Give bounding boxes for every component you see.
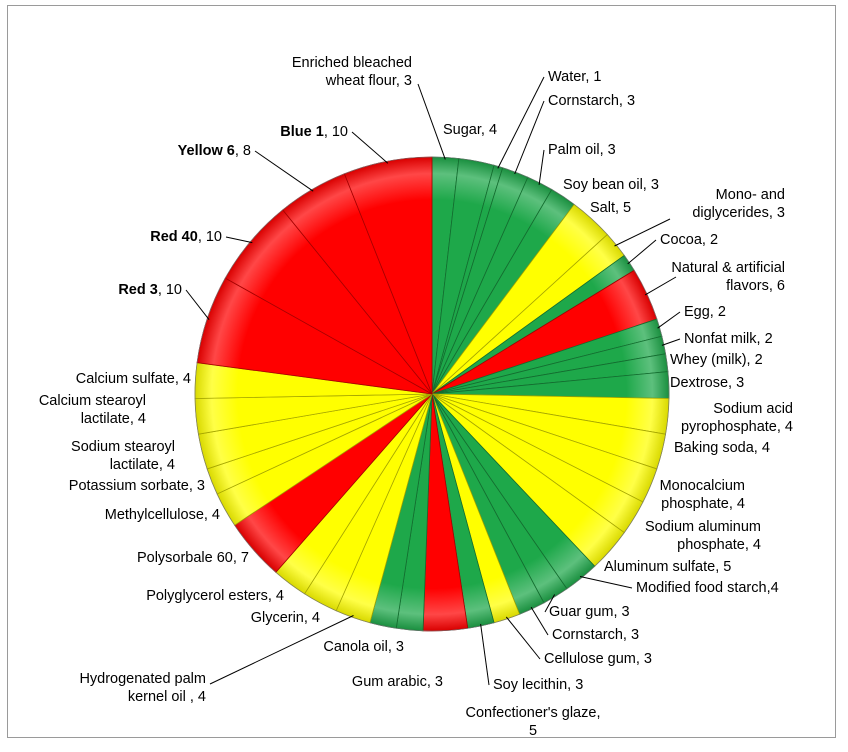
slice-label: Sugar, 4: [443, 122, 497, 138]
leader-line: [661, 338, 681, 346]
slice-label: Soy lecithin, 3: [493, 677, 583, 693]
slice-label: Cornstarch, 3: [552, 627, 639, 643]
slice-label: Cellulose gum, 3: [544, 651, 652, 667]
leader-line: [351, 131, 389, 164]
slice-label: Modified food starch,4: [636, 580, 779, 596]
slice-label: Dextrose, 3: [670, 375, 744, 391]
slice-label: Enriched bleached wheat flour, 3: [292, 55, 412, 89]
leader-line: [538, 149, 545, 185]
leader-line: [579, 576, 633, 589]
slice-label: Yellow 6, 8: [178, 143, 251, 159]
leader-line: [657, 311, 681, 329]
slice-label: Polyglycerol esters, 4: [146, 588, 284, 604]
slice-label: Natural & artificial flavors, 6: [671, 260, 785, 294]
leader-line: [209, 615, 354, 685]
slice-label: Baking soda, 4: [674, 440, 770, 456]
slice-label: Glycerin, 4: [251, 610, 320, 626]
leader-line: [497, 76, 545, 169]
slice-label: Soy bean oil, 3: [563, 177, 659, 193]
leader-line: [185, 289, 210, 321]
slice-label: Calcium sulfate, 4: [76, 371, 191, 387]
slice-label: Monocalcium phosphate, 4: [660, 478, 745, 512]
slice-label: Salt, 5: [590, 200, 631, 216]
slice-label: Confectioner's glaze, 5: [466, 705, 601, 739]
slice-label: Egg, 2: [684, 304, 726, 320]
slice-label: Nonfat milk, 2: [684, 331, 773, 347]
slice-label: Sodium aluminum phosphate, 4: [645, 519, 761, 553]
slice-label: Guar gum, 3: [549, 604, 630, 620]
pie-rim: [194, 156, 670, 632]
slice-label: Blue 1, 10: [280, 124, 348, 140]
leader-line: [614, 218, 671, 247]
leader-line: [544, 594, 556, 613]
slice-label: Canola oil, 3: [323, 639, 404, 655]
leader-lines: [185, 76, 681, 686]
leader-line: [417, 83, 446, 160]
slice-label: Gum arabic, 3: [352, 674, 443, 690]
leader-line: [644, 276, 677, 296]
slice-label: Mono- and diglycerides, 3: [692, 187, 785, 221]
slice-label: Aluminum sulfate, 5: [604, 559, 731, 575]
slice-label: Methylcellulose, 4: [105, 507, 220, 523]
slice-label: Potassium sorbate, 3: [69, 478, 205, 494]
slice-label: Calcium stearoyl lactilate, 4: [39, 393, 146, 427]
pie-slices: [194, 156, 670, 632]
data-labels: Enriched bleached wheat flour, 3 Sugar, 4 W…: [39, 55, 793, 739]
slice-label: Red 3, 10: [118, 282, 182, 298]
leader-line: [480, 623, 490, 686]
slice-label: Cocoa, 2: [660, 232, 718, 248]
slice-label: Red 40, 10: [150, 229, 222, 245]
leader-line: [530, 606, 549, 636]
slice-label: Palm oil, 3: [548, 142, 616, 158]
slice-label: Sodium stearoyl lactilate, 4: [71, 439, 175, 473]
slice-label: Polysorbale 60, 7: [137, 550, 249, 566]
leader-line: [627, 239, 657, 265]
leader-line: [225, 236, 253, 244]
slice-label: Sodium acid pyrophosphate, 4: [681, 401, 793, 435]
leader-line: [505, 616, 541, 660]
leader-line: [254, 150, 314, 192]
leader-line: [514, 100, 545, 175]
slice-label: Hydrogenated palm kernel oil , 4: [79, 671, 206, 705]
slice-label: Cornstarch, 3: [548, 93, 635, 109]
slice-label: Whey (milk), 2: [670, 352, 763, 368]
slice-label: Water, 1: [548, 69, 601, 85]
